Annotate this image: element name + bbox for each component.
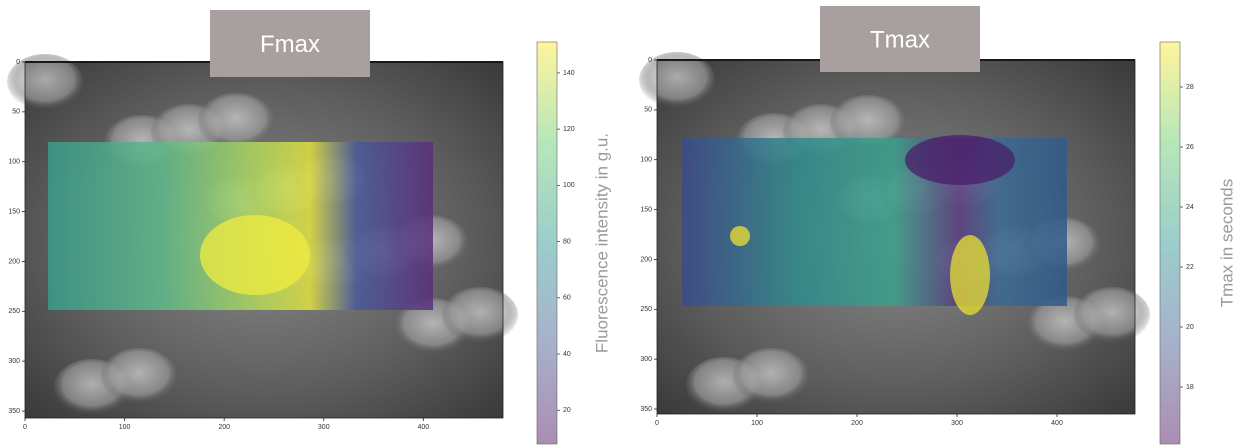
- colorbar: [1160, 42, 1180, 444]
- colorbar-label: Fluorescence intensity in g.u.: [592, 133, 611, 353]
- overlay-spot: [905, 135, 1015, 185]
- colorbar-tick-label: 100: [563, 182, 575, 189]
- colorbar: [537, 42, 557, 444]
- y-tick-label: 100: [640, 157, 652, 164]
- y-tick-label: 150: [8, 208, 20, 215]
- chart-title: Tmax: [870, 26, 930, 53]
- y-tick-label: 250: [640, 306, 652, 313]
- colorbar-tick-label: 18: [1186, 384, 1194, 391]
- y-tick-label: 350: [8, 408, 20, 415]
- y-tick-label: 300: [8, 358, 20, 365]
- y-tick-label: 50: [644, 107, 652, 114]
- y-tick-label: 50: [12, 109, 20, 116]
- colorbar-tick-label: 40: [563, 351, 571, 358]
- chart-title: Fmax: [260, 31, 320, 58]
- overlay-spot: [200, 215, 310, 295]
- x-tick-label: 400: [417, 424, 429, 431]
- colorbar-tick-label: 60: [563, 295, 571, 302]
- tissue: [1074, 287, 1150, 343]
- y-tick-label: 250: [8, 308, 20, 315]
- colorbar-tick-label: 140: [563, 70, 575, 77]
- y-tick-label: 350: [640, 406, 652, 413]
- y-tick-label: 200: [8, 258, 20, 265]
- figure: 0100200300400050100150200250300350Fmax20…: [0, 0, 1241, 446]
- tissue: [442, 287, 518, 343]
- colorbar-tick-label: 20: [563, 407, 571, 414]
- overlay-spot: [950, 235, 990, 315]
- colorbar-tick-label: 120: [563, 126, 575, 133]
- tissue: [733, 348, 809, 404]
- tissue: [101, 348, 177, 404]
- x-tick-label: 300: [318, 424, 330, 431]
- x-tick-label: 200: [218, 424, 230, 431]
- colorbar-tick-label: 22: [1186, 264, 1194, 271]
- x-tick-label: 0: [23, 424, 27, 431]
- y-tick-label: 200: [640, 256, 652, 263]
- colorbar-tick-label: 24: [1186, 204, 1194, 211]
- x-tick-label: 300: [951, 420, 963, 427]
- x-tick-label: 100: [751, 420, 763, 427]
- x-tick-label: 200: [851, 420, 863, 427]
- overlay-spot: [730, 226, 750, 246]
- tissue: [198, 93, 274, 149]
- y-tick-label: 300: [640, 356, 652, 363]
- y-tick-label: 150: [640, 206, 652, 213]
- colorbar-tick-label: 80: [563, 238, 571, 245]
- x-tick-label: 100: [119, 424, 131, 431]
- colorbar-tick-label: 20: [1186, 324, 1194, 331]
- colorbar-tick-label: 28: [1186, 84, 1194, 91]
- y-tick-label: 100: [8, 159, 20, 166]
- colorbar-label: Tmax in seconds: [1217, 179, 1236, 308]
- colorbar-tick-label: 26: [1186, 144, 1194, 151]
- y-tick-label: 0: [16, 59, 20, 66]
- x-tick-label: 400: [1051, 420, 1063, 427]
- y-tick-label: 0: [648, 57, 652, 64]
- x-tick-label: 0: [655, 420, 659, 427]
